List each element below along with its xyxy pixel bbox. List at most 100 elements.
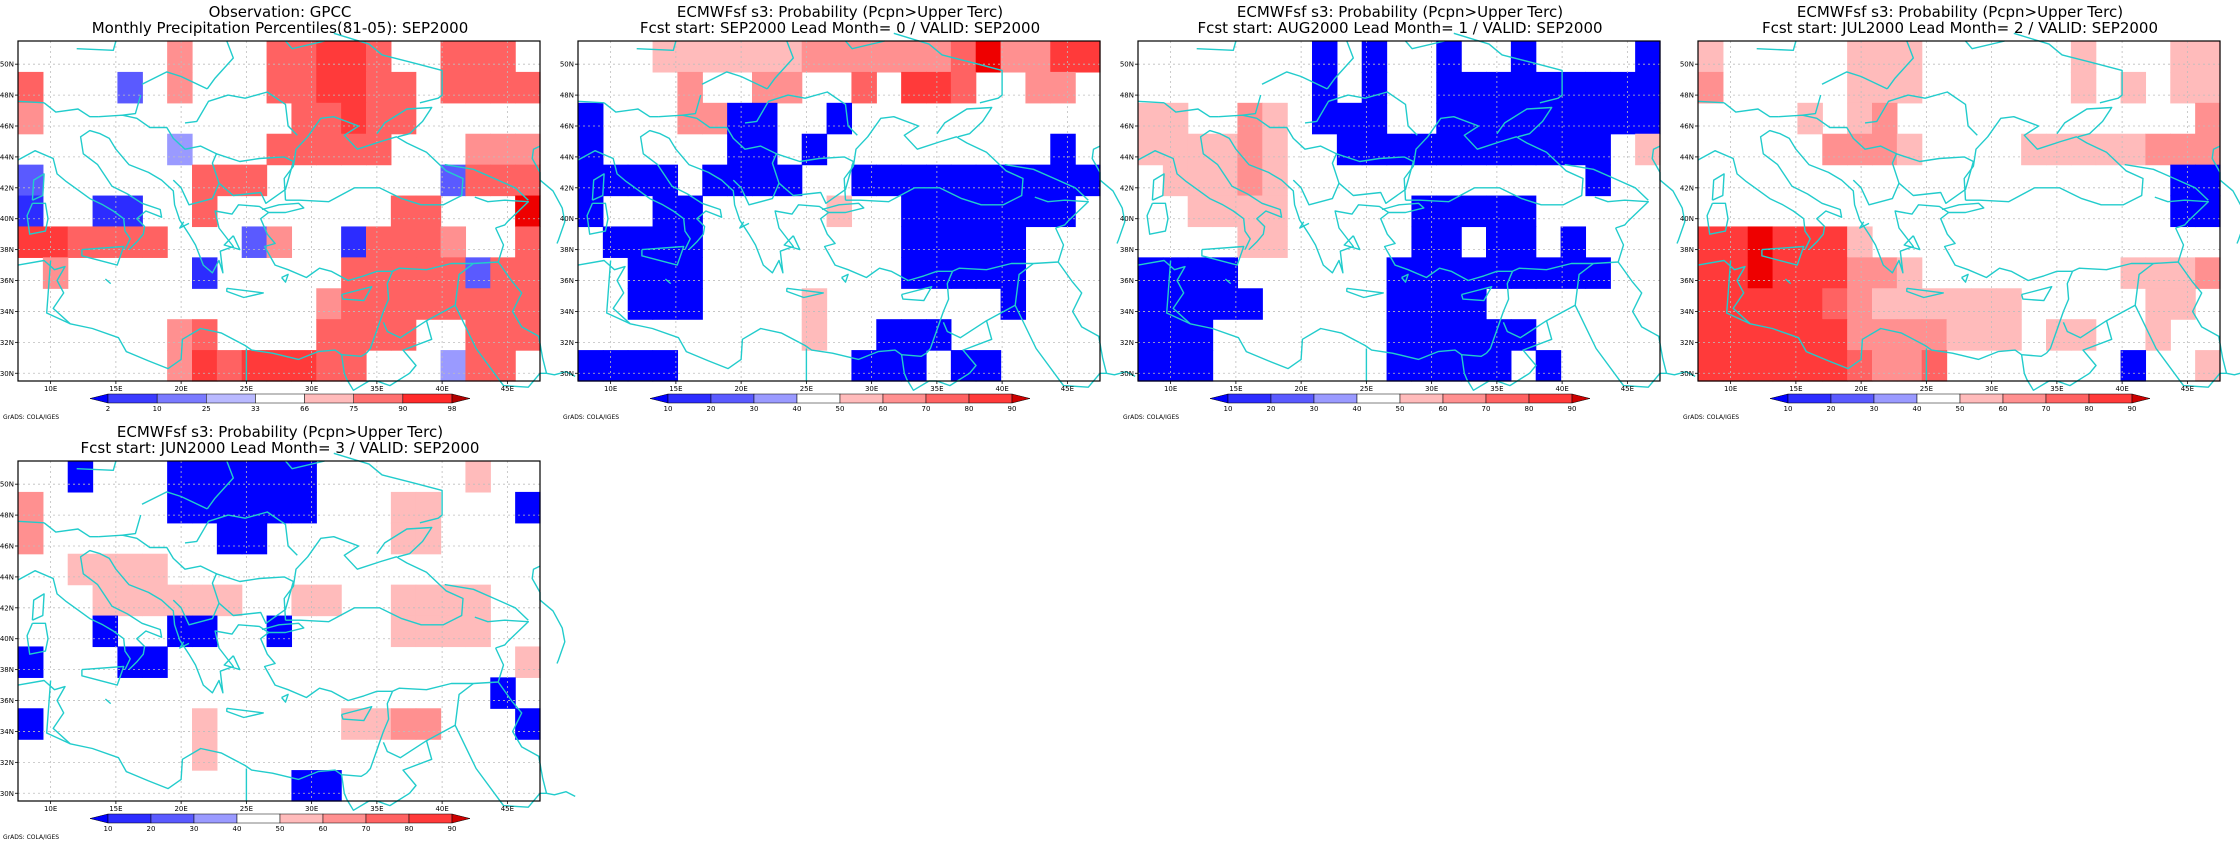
- colorbar-segment: [1916, 393, 1961, 404]
- coastlines: [17, 32, 576, 391]
- data-cell: [1510, 71, 1537, 104]
- data-cell: [1461, 71, 1487, 104]
- data-cell: [1510, 257, 1537, 289]
- coastline: [1199, 129, 1514, 354]
- data-cell: [18, 522, 44, 555]
- data-cell: [578, 164, 604, 197]
- data-cell: [1946, 319, 1973, 351]
- y-tick-label: 36N: [0, 277, 14, 285]
- data-cell: [851, 164, 877, 197]
- coastline: [283, 115, 464, 206]
- coastline: [122, 514, 142, 536]
- coastline: [26, 622, 49, 655]
- data-cell: [490, 288, 516, 320]
- coastline: [1014, 304, 1101, 388]
- colorbar-label: 33: [251, 405, 260, 413]
- data-cell: [1772, 226, 1799, 258]
- gridlines: [1138, 41, 1660, 381]
- data-cell: [1486, 102, 1512, 135]
- x-tick-label: 20E: [734, 385, 747, 393]
- data-cell: [390, 491, 417, 524]
- colorbar-label: 10: [1784, 405, 1793, 413]
- x-tick-label: 30E: [1985, 385, 1998, 393]
- colorbar-segment: [1356, 393, 1401, 404]
- data-cell: [192, 708, 218, 740]
- data-cell: [390, 195, 417, 228]
- data-cell: [465, 461, 491, 493]
- x-tick-label: 20E: [1854, 385, 1867, 393]
- coastline: [577, 259, 927, 370]
- colorbar-segment: [2088, 393, 2133, 404]
- data-cell: [950, 195, 977, 228]
- colorbar-segment: [408, 813, 453, 824]
- data-cell: [192, 739, 218, 771]
- data-cell: [316, 350, 342, 382]
- data-cell: [440, 615, 467, 648]
- colorbar-label: 40: [1353, 405, 1362, 413]
- data-cell: [1436, 71, 1462, 104]
- data-cell: [390, 615, 417, 648]
- y-tick-label: 34N: [0, 308, 14, 316]
- data-cell: [1946, 288, 1973, 320]
- colorbar-segment: [236, 813, 281, 824]
- coastline: [179, 641, 190, 649]
- data-cell: [1486, 350, 1512, 382]
- data-cell: [1896, 288, 1923, 320]
- data-cell: [390, 584, 417, 617]
- coastline: [1151, 173, 1165, 201]
- data-cell: [216, 522, 243, 555]
- data-cell: [341, 41, 367, 73]
- data-cell: [1510, 133, 1537, 166]
- data-cell: [2070, 71, 2097, 104]
- data-cell: [1797, 102, 1823, 135]
- coastline: [184, 91, 298, 136]
- data-cell: [677, 102, 703, 135]
- coastline: [1512, 227, 1625, 272]
- data-cell: [1971, 288, 1997, 320]
- coastline: [1403, 115, 1584, 206]
- coastline: [206, 460, 235, 510]
- coastline: [766, 40, 795, 90]
- coastline: [639, 129, 954, 354]
- data-cell: [18, 164, 44, 197]
- data-cell: [1050, 41, 1076, 73]
- coastline: [776, 153, 854, 163]
- colorbar-end-left: [89, 393, 109, 404]
- colorbar-segment: [882, 393, 927, 404]
- data-cell: [241, 226, 268, 258]
- data-cell: [1336, 133, 1363, 166]
- coastline: [1726, 260, 1751, 325]
- coastline: [2177, 261, 2228, 374]
- colorbar-label: 50: [1396, 405, 1405, 413]
- panel-title: ECMWFsf s3: Probability (Pcpn>Upper Terc…: [1796, 3, 2124, 21]
- data-cell: [1025, 41, 1051, 73]
- data-cell: [1847, 288, 1873, 320]
- data-cell: [1560, 133, 1587, 166]
- data-cell: [677, 257, 703, 289]
- data-cell: [950, 71, 977, 104]
- data-cell: [316, 288, 342, 320]
- colorbar: 10 20 30 40 50 60 70 80 90: [89, 813, 471, 833]
- y-tick-label: 40N: [560, 215, 574, 223]
- cell-layer: [1138, 41, 1661, 382]
- x-tick-label: 10E: [44, 385, 57, 393]
- data-cell: [1386, 288, 1413, 320]
- colorbar-label: 40: [233, 825, 242, 833]
- panel-title: Observation: GPCC: [208, 3, 352, 21]
- data-cell: [1896, 133, 1923, 166]
- colorbar-label: 90: [1008, 405, 1017, 413]
- colorbar-segment: [1399, 393, 1444, 404]
- colorbar-label: 20: [1827, 405, 1836, 413]
- y-tick-label: 42N: [1120, 184, 1134, 192]
- coastline: [1859, 221, 1870, 229]
- y-tick-label: 44N: [1680, 153, 1694, 161]
- y-tick-label: 32N: [0, 759, 14, 767]
- coastline: [444, 583, 529, 621]
- coastline: [531, 145, 566, 244]
- coastline: [497, 261, 548, 374]
- data-cell: [167, 491, 193, 524]
- x-tick-label: 10E: [604, 385, 617, 393]
- data-cell: [702, 41, 728, 73]
- coastline: [226, 707, 264, 719]
- colorbar-label: 10: [1224, 405, 1233, 413]
